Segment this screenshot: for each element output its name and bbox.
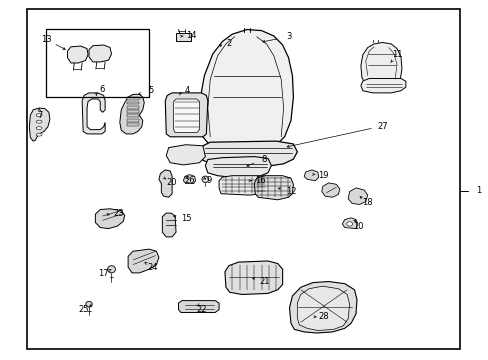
Ellipse shape	[36, 114, 42, 117]
Text: 24: 24	[147, 263, 158, 272]
Text: 12: 12	[285, 187, 296, 196]
Text: 6: 6	[99, 85, 104, 94]
Bar	[46, 29, 149, 97]
Text: 27: 27	[376, 122, 387, 131]
Text: 7: 7	[38, 112, 42, 120]
Text: 23: 23	[113, 209, 123, 217]
Ellipse shape	[36, 133, 42, 136]
Polygon shape	[162, 213, 176, 237]
Polygon shape	[254, 176, 293, 200]
Polygon shape	[29, 108, 50, 141]
Polygon shape	[183, 175, 195, 184]
Polygon shape	[360, 78, 405, 93]
Text: 14: 14	[186, 31, 197, 40]
Text: 13: 13	[41, 35, 52, 44]
Polygon shape	[166, 145, 205, 165]
Text: 22: 22	[196, 305, 206, 314]
Polygon shape	[120, 94, 144, 134]
Text: 8: 8	[261, 155, 266, 163]
Text: 4: 4	[184, 86, 189, 95]
Text: 19: 19	[318, 171, 328, 180]
Polygon shape	[67, 46, 88, 63]
Polygon shape	[297, 286, 349, 330]
Text: 26: 26	[184, 176, 195, 185]
Text: 28: 28	[318, 312, 328, 321]
Bar	[127, 114, 139, 117]
Polygon shape	[89, 45, 111, 62]
Ellipse shape	[36, 127, 42, 130]
Polygon shape	[205, 157, 271, 177]
Text: 18: 18	[362, 198, 372, 207]
Ellipse shape	[202, 176, 208, 183]
Bar	[176, 33, 190, 41]
Text: 21: 21	[259, 277, 270, 286]
Polygon shape	[289, 282, 356, 333]
Bar	[127, 102, 139, 104]
Bar	[127, 123, 139, 126]
Text: 20: 20	[166, 179, 177, 188]
Text: 2: 2	[226, 39, 231, 48]
Bar	[127, 110, 139, 113]
Ellipse shape	[86, 301, 92, 307]
Polygon shape	[159, 170, 172, 197]
Text: 5: 5	[148, 86, 153, 95]
Ellipse shape	[107, 266, 115, 273]
Text: 17: 17	[98, 269, 109, 278]
Polygon shape	[304, 170, 318, 181]
Bar	[127, 106, 139, 109]
Text: 9: 9	[206, 176, 211, 185]
Polygon shape	[178, 301, 219, 312]
Text: 3: 3	[285, 32, 290, 41]
Text: 10: 10	[352, 222, 363, 231]
Polygon shape	[95, 209, 124, 229]
Bar	[27, 9, 459, 349]
Text: 25: 25	[79, 305, 89, 314]
Polygon shape	[199, 30, 293, 151]
Text: 1: 1	[475, 186, 480, 195]
Text: 15: 15	[181, 215, 192, 223]
Polygon shape	[360, 42, 401, 90]
Text: 16: 16	[254, 176, 265, 185]
Polygon shape	[224, 261, 282, 294]
Bar	[127, 97, 139, 100]
Polygon shape	[82, 93, 105, 134]
Polygon shape	[173, 99, 199, 132]
Polygon shape	[128, 249, 159, 273]
Ellipse shape	[36, 120, 42, 123]
Polygon shape	[219, 176, 267, 195]
Polygon shape	[347, 188, 367, 204]
Polygon shape	[165, 93, 207, 137]
Polygon shape	[200, 141, 297, 167]
Text: 11: 11	[391, 50, 402, 59]
Polygon shape	[321, 183, 339, 197]
Polygon shape	[342, 218, 357, 229]
Bar	[127, 119, 139, 122]
Ellipse shape	[346, 222, 352, 226]
